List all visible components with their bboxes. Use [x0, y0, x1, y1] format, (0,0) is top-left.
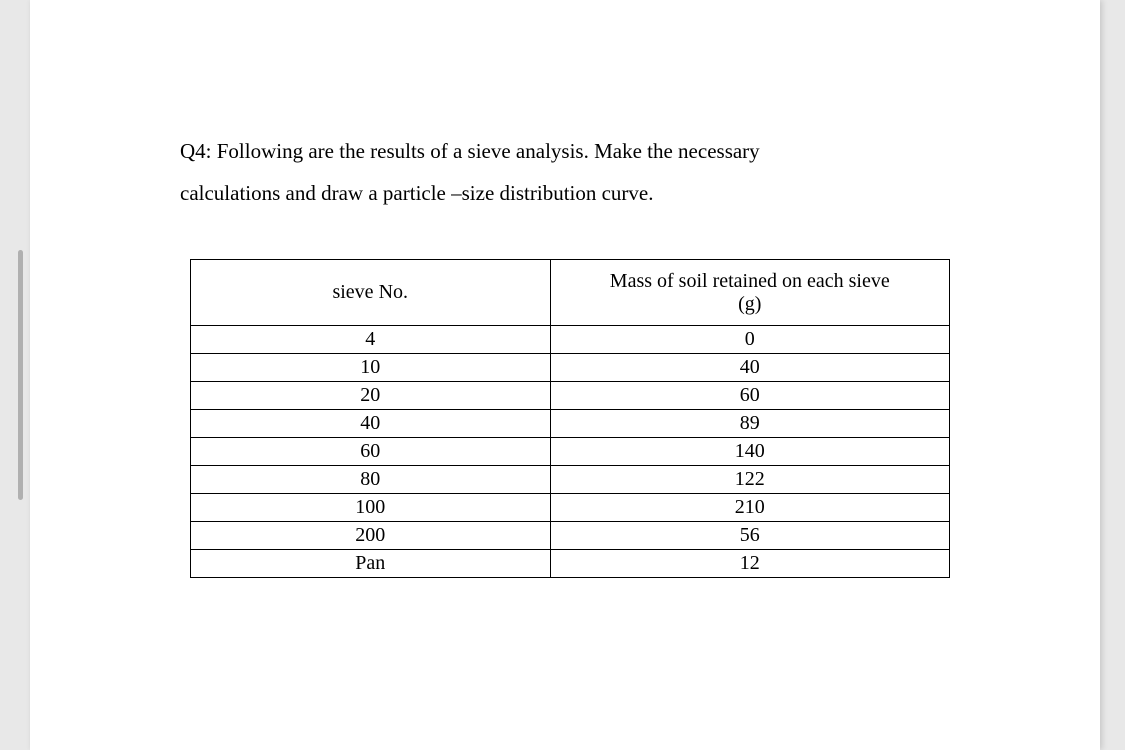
table-row: 200 56	[191, 522, 950, 550]
table-row: 100 210	[191, 494, 950, 522]
table-row: 4 0	[191, 326, 950, 354]
table-body: 4 0 10 40 20 60 40 89 60 140 80 122	[191, 326, 950, 578]
table-row: 10 40	[191, 354, 950, 382]
table-row: Pan 12	[191, 550, 950, 578]
cell-sieve: Pan	[191, 550, 551, 578]
table-row: 40 89	[191, 410, 950, 438]
cell-sieve: 40	[191, 410, 551, 438]
scroll-indicator[interactable]	[18, 250, 23, 500]
cell-sieve: 100	[191, 494, 551, 522]
table-header-row: sieve No. Mass of soil retained on each …	[191, 260, 950, 326]
document-page: Q4: Following are the results of a sieve…	[30, 0, 1100, 750]
cell-mass: 122	[550, 466, 950, 494]
header-mass-retained: Mass of soil retained on each sieve (g)	[550, 260, 950, 326]
header-mass-line2: (g)	[738, 293, 761, 315]
table-row: 80 122	[191, 466, 950, 494]
cell-mass: 12	[550, 550, 950, 578]
cell-sieve: 20	[191, 382, 551, 410]
question-line-1: Q4: Following are the results of a sieve…	[180, 139, 760, 163]
cell-sieve: 10	[191, 354, 551, 382]
table-row: 20 60	[191, 382, 950, 410]
cell-mass: 56	[550, 522, 950, 550]
cell-mass: 0	[550, 326, 950, 354]
cell-mass: 140	[550, 438, 950, 466]
cell-mass: 89	[550, 410, 950, 438]
cell-sieve: 60	[191, 438, 551, 466]
cell-mass: 210	[550, 494, 950, 522]
question-text: Q4: Following are the results of a sieve…	[180, 130, 950, 214]
header-sieve-no: sieve No.	[191, 260, 551, 326]
cell-mass: 60	[550, 382, 950, 410]
table-row: 60 140	[191, 438, 950, 466]
cell-sieve: 80	[191, 466, 551, 494]
cell-sieve: 4	[191, 326, 551, 354]
question-line-2: calculations and draw a particle –size d…	[180, 181, 654, 205]
cell-mass: 40	[550, 354, 950, 382]
cell-sieve: 200	[191, 522, 551, 550]
sieve-analysis-table: sieve No. Mass of soil retained on each …	[190, 259, 950, 578]
header-mass-line1: Mass of soil retained on each sieve	[610, 270, 890, 292]
